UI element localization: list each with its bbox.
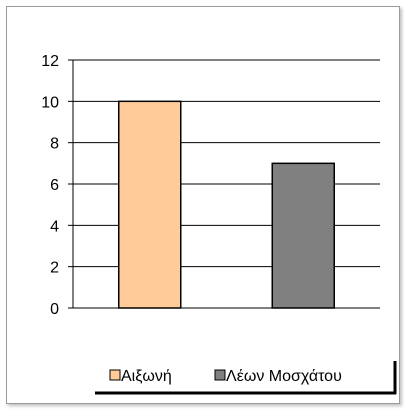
y-tick-label: 8 (50, 136, 59, 153)
y-tick-label: 6 (50, 177, 59, 194)
y-tick-label: 12 (41, 53, 59, 70)
bar-1 (118, 100, 182, 309)
legend-swatch-2 (214, 369, 226, 381)
y-tick-label: 10 (41, 94, 59, 111)
legend-label-2: Λέων Μοσχάτου (226, 368, 342, 385)
bar-2 (271, 162, 335, 309)
y-tick-labels: 0 2 4 6 8 10 12 (41, 53, 59, 318)
legend-box (95, 361, 395, 393)
y-tick-label: 0 (50, 301, 59, 318)
bars (118, 100, 335, 309)
legend-label-1: Αιξωνή (121, 368, 172, 385)
y-tick-label: 4 (50, 218, 59, 235)
legend: Αιξωνή Λέων Μοσχάτου (95, 361, 397, 395)
y-tick-label: 2 (50, 260, 59, 277)
legend-swatch-1 (109, 369, 121, 381)
